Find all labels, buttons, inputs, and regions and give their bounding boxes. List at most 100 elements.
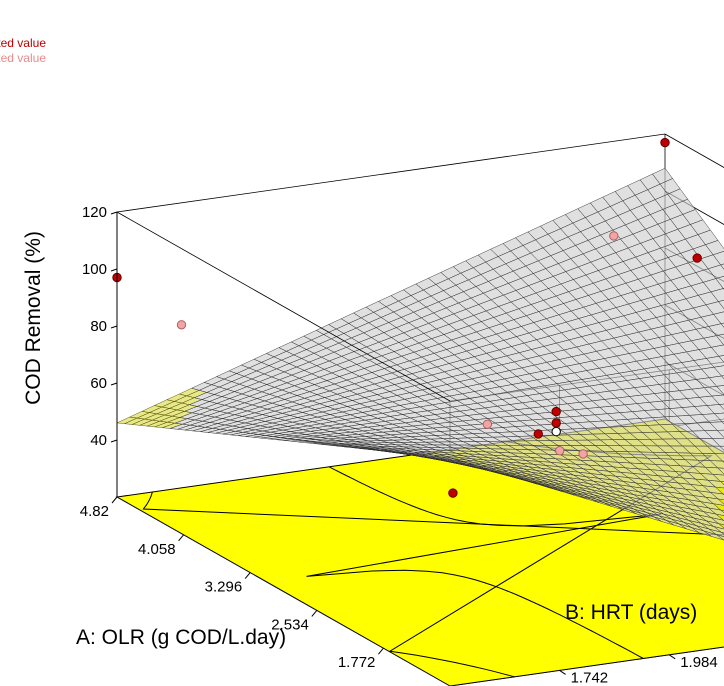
surface-cell: [717, 498, 724, 505]
z-tick-mark: [110, 325, 118, 329]
legend-above-label: Design points above predicted value: [0, 36, 46, 50]
design-point-center: [551, 426, 561, 437]
z-tick-mark: [110, 211, 118, 215]
surface-cell: [708, 528, 724, 537]
surface-cell: [704, 430, 724, 439]
z-tick-mark: [110, 382, 118, 386]
surface-cell: [716, 429, 724, 438]
surface-cell: [720, 322, 724, 328]
y-tick-mark: [559, 669, 566, 675]
surface-cell: [715, 513, 724, 521]
surface-cell: [711, 438, 724, 447]
legend-below-label: Design points below predicted value: [0, 51, 46, 65]
surface-cell: [721, 532, 724, 535]
surface-cell: [708, 375, 724, 387]
surface-cell: [720, 509, 724, 514]
surface-cell: [709, 460, 724, 469]
x-tick-mark: [111, 496, 118, 504]
y-tick-mark: [668, 654, 676, 660]
z-tick-mark: [110, 268, 118, 272]
surface-cell: [719, 481, 724, 486]
surface-cell: [709, 492, 724, 501]
surface-cell: [713, 311, 724, 324]
surface-cell: [714, 412, 724, 423]
x-tick-label: 3.296: [205, 579, 243, 596]
y-axis-title: B: HRT (days): [565, 601, 697, 624]
surface-cell: [708, 323, 724, 336]
surface-cell: [705, 301, 724, 315]
design-point-below: [482, 419, 493, 429]
surface-cell: [706, 404, 724, 414]
z-axis-title: COD Removal (%): [22, 231, 45, 405]
design-point-above: [692, 253, 702, 263]
surface-cell: [707, 479, 724, 489]
x-tick-mark: [244, 572, 251, 579]
design-point-above: [660, 137, 670, 148]
x-tick-label: 4.82: [80, 503, 109, 520]
surface-cell: [712, 503, 724, 511]
design-point-below: [578, 449, 588, 459]
surface-cell: [717, 467, 724, 475]
tick-labels: 4060801001204.824.0583.2962.5341.7721.01…: [80, 204, 718, 686]
surface-cell: [715, 333, 724, 346]
surface-cell: [710, 288, 724, 302]
surface-cell: [706, 445, 724, 455]
surface-cell: [712, 474, 724, 482]
surface-cell: [706, 356, 724, 368]
design-point-below: [555, 446, 565, 456]
response-surface: [116, 167, 724, 541]
surface-cell: [718, 403, 724, 410]
surface-cell: [707, 507, 724, 516]
z-tick-label: 80: [90, 318, 107, 335]
design-point-above: [448, 488, 458, 498]
surface-cell: [703, 386, 724, 397]
surface-mesh: [116, 167, 724, 541]
wall-gridline: [664, 190, 724, 225]
design-point-below: [176, 320, 187, 330]
floor-contour-line: [306, 466, 662, 659]
surface-cell: [714, 453, 724, 462]
surface-cell: [710, 344, 724, 357]
surface-cell: [709, 421, 724, 431]
wall-gridline: [664, 133, 724, 168]
x-tick-mark: [311, 610, 318, 617]
x-tick-label: 2.534: [271, 616, 309, 633]
surface-cell: [716, 385, 724, 395]
surface-cell: [719, 445, 724, 451]
surface-cell: [721, 375, 724, 380]
design-point-above: [533, 429, 543, 439]
design-points: [112, 137, 702, 498]
design-point-above: [551, 406, 561, 417]
x-tick-label: 1.772: [338, 654, 376, 671]
design-point-below: [609, 231, 619, 241]
surface-cell: [705, 240, 724, 256]
x-tick-label: 4.058: [138, 541, 176, 558]
surface-cell: [713, 526, 724, 534]
surface-cell: [710, 517, 724, 526]
design-point-above: [551, 418, 561, 428]
surface-cell: [720, 263, 724, 270]
surface-cell: [703, 530, 724, 541]
z-tick-label: 100: [82, 261, 107, 278]
surface-cell: [713, 365, 724, 377]
x-axis-title: A: OLR (g COD/L.day): [76, 626, 286, 649]
z-tick-label: 120: [82, 204, 107, 221]
surface-cell: [715, 275, 724, 289]
surface-cell: [711, 394, 724, 405]
z-tick-label: 40: [90, 432, 107, 449]
surface-cell: [704, 496, 724, 506]
surface-cell: [707, 264, 724, 279]
y-tick-label: 1.742: [571, 669, 609, 686]
top-frame-line: [116, 133, 666, 213]
y-tick-label: 1.984: [680, 654, 718, 671]
x-tick-mark: [178, 534, 184, 542]
z-tick-label: 60: [90, 375, 107, 392]
z-tick-mark: [110, 439, 118, 443]
front-frame-lines: [110, 133, 676, 686]
surface-cell: [712, 251, 724, 266]
surface-cell: [706, 520, 724, 530]
surface-cell: [716, 534, 724, 541]
top-frame-line: [116, 211, 451, 402]
surface-cell: [704, 466, 724, 476]
